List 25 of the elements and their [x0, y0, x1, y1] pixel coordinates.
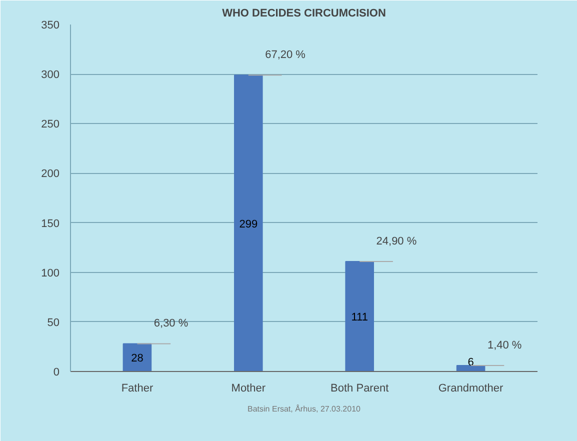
y-tick-label: 200: [41, 168, 60, 180]
y-tick-label: 150: [41, 218, 60, 230]
bar: [234, 74, 263, 372]
y-tick-label: 0: [53, 366, 60, 378]
annotation: 1,40 %: [487, 340, 522, 352]
data-label: 6: [468, 356, 474, 369]
x-tick-label: Mother: [231, 382, 266, 394]
data-label: 28: [131, 352, 144, 365]
y-tick-label: 300: [41, 69, 60, 82]
data-label: 299: [239, 218, 258, 230]
annotation: 67,20 %: [265, 49, 306, 62]
annotation: 24,90 %: [376, 235, 417, 248]
bar: [122, 343, 152, 372]
x-tick-label: Grandmother: [438, 382, 504, 394]
y-tick-label: 250: [41, 118, 60, 131]
chart-title: WHO DECIDES CIRCUMCISION: [222, 8, 386, 20]
bar: [345, 260, 374, 372]
x-tick-label: Father: [121, 382, 154, 394]
text: Batsin Ersat, Århus, 27.03.2010: [248, 404, 362, 414]
x-tick-label: Both Parent: [330, 382, 389, 394]
data-label: 111: [351, 311, 368, 324]
y-tick-label: 100: [41, 267, 60, 280]
y-tick-label: 50: [47, 316, 60, 329]
annotation: 6,30 %: [154, 318, 188, 330]
y-tick-label: 350: [41, 20, 60, 32]
